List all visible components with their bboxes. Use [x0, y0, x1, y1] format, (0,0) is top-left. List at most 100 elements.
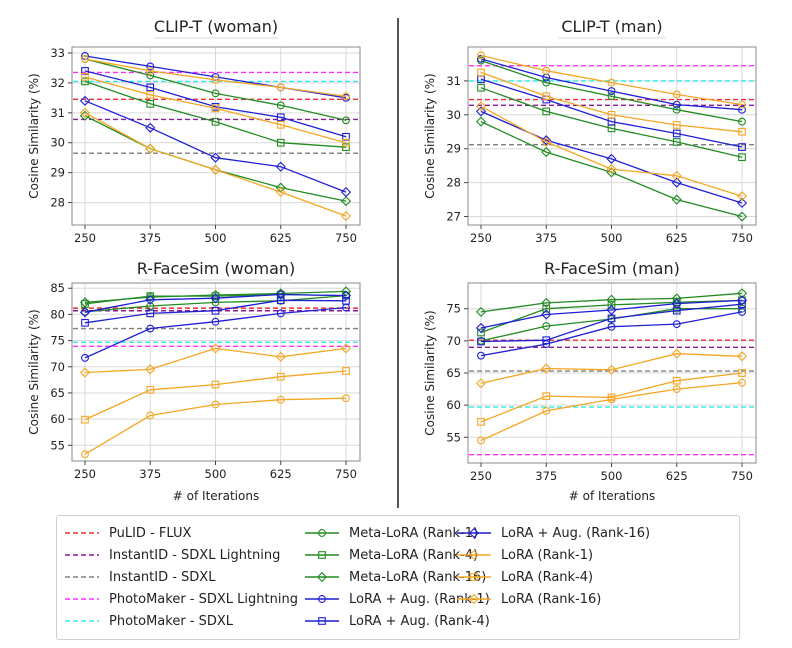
- data-point: [342, 138, 350, 147]
- data-point: [672, 121, 681, 129]
- chart-title: CLIP-T (man): [561, 17, 662, 36]
- legend-label: PhotoMaker - SDXL Lightning: [109, 591, 298, 607]
- series-lora-rank-16: [475, 101, 748, 202]
- series-lora-aug-rank-16: [79, 289, 352, 318]
- data-point: [79, 95, 91, 106]
- data-point: [146, 385, 155, 394]
- legend-item-meta-lora-rank-4: Meta-LoRA (Rank-4): [305, 545, 478, 565]
- legend-item-lora-aug-rank-16: LoRA + Aug. (Rank-16): [457, 523, 650, 543]
- data-point: [275, 289, 286, 300]
- data-point: [340, 187, 352, 198]
- data-point: [477, 337, 485, 346]
- data-point: [738, 369, 746, 377]
- figure: CLIP-T (woman) 28 29 30 31 32 33 250 375 500 625 75…: [27, 17, 757, 508]
- series-lora-rank-4: [477, 68, 746, 136]
- series-line: [480, 299, 743, 334]
- series-lora-rank-4: [477, 369, 746, 426]
- y-tick-label: 55: [446, 430, 461, 444]
- legend-label: LoRA + Aug. (Rank-4): [349, 613, 490, 629]
- y-axis-label: Cosine Similarity (%): [27, 309, 41, 434]
- data-point: [340, 343, 352, 354]
- data-point: [542, 304, 551, 313]
- series-line: [480, 372, 743, 423]
- data-point: [477, 418, 485, 426]
- legend-item-photomaker-sdxl: PhotoMaker - SDXL: [65, 611, 233, 631]
- data-point: [672, 376, 681, 385]
- y-tick-label: 65: [50, 386, 65, 400]
- data-point: [475, 322, 487, 334]
- data-point: [276, 113, 285, 122]
- data-point: [145, 364, 156, 375]
- x-tick-label: 500: [601, 231, 623, 245]
- data-point: [542, 78, 551, 87]
- legend-label: PhotoMaker - SDXL: [109, 613, 234, 629]
- data-point: [738, 378, 746, 387]
- data-point: [477, 436, 485, 445]
- series-line: [480, 381, 743, 442]
- data-point: [211, 117, 220, 126]
- data-point: [477, 351, 485, 360]
- legend-marker: [470, 551, 478, 559]
- y-axis-label: Cosine Similarity (%): [27, 73, 41, 198]
- legend-label: Meta-LoRA (Rank-4): [349, 547, 479, 563]
- data-point: [210, 343, 221, 354]
- data-point: [738, 105, 746, 114]
- dashed-line-icon: [65, 598, 99, 600]
- data-point: [671, 194, 682, 205]
- data-point: [342, 116, 350, 125]
- data-point: [607, 322, 616, 331]
- chart-title: CLIP-T (woman): [154, 17, 278, 36]
- data-point: [542, 336, 551, 345]
- data-point: [276, 138, 285, 147]
- square-marker-icon: [305, 617, 339, 625]
- y-tick-label: 70: [50, 360, 65, 374]
- data-point: [736, 197, 748, 209]
- series-meta-lora-rank-4: [477, 83, 746, 162]
- data-point: [541, 363, 552, 374]
- x-tick-label: 625: [270, 231, 292, 245]
- x-tick-label: 250: [74, 467, 96, 481]
- data-point: [210, 289, 221, 301]
- series-lora-rank-4: [81, 367, 350, 424]
- x-tick-label: 750: [335, 467, 357, 481]
- data-point: [81, 55, 89, 63]
- data-point: [211, 317, 220, 326]
- x-tick-label: 750: [731, 231, 753, 245]
- series-line: [480, 121, 743, 218]
- x-tick-label: 375: [535, 231, 557, 245]
- data-point: [606, 153, 617, 164]
- legend-item-instantid-sdxl: InstantID - SDXL: [65, 567, 215, 587]
- data-point: [275, 351, 286, 362]
- data-point: [79, 107, 91, 118]
- data-point: [210, 164, 221, 175]
- data-point: [738, 143, 746, 151]
- y-tick-label: 32: [50, 76, 65, 90]
- data-point: [477, 54, 485, 63]
- data-point: [541, 147, 552, 158]
- series-line: [84, 370, 347, 421]
- y-tick-label: 31: [446, 74, 461, 88]
- legend-item-lora-aug-rank-1: LoRA + Aug. (Rank-1): [305, 589, 490, 609]
- data-point: [671, 293, 682, 304]
- series-line: [480, 78, 743, 148]
- series-meta-lora-rank-4: [81, 77, 350, 152]
- legend-label: Meta-LoRA (Rank-16): [349, 569, 487, 585]
- legend-item-meta-lora-rank-16: Meta-LoRA (Rank-16): [305, 567, 486, 587]
- data-point: [671, 348, 682, 359]
- series-meta-lora-rank-16: [475, 288, 748, 318]
- series-lora-aug-rank-4: [81, 67, 350, 141]
- data-point: [736, 295, 748, 306]
- data-point: [276, 120, 285, 129]
- data-point: [606, 294, 617, 305]
- data-point: [671, 177, 682, 188]
- legend: PuLID - FLUX InstantID - SDXL Lightning In…: [56, 515, 740, 640]
- series-lora-rank-1: [81, 394, 350, 459]
- data-point: [606, 163, 617, 175]
- data-point: [672, 138, 681, 146]
- data-point: [81, 77, 89, 86]
- y-tick-label: 30: [50, 136, 65, 150]
- circle-marker-icon: [305, 529, 339, 537]
- legend-item-photomaker-sdxl-lightning: PhotoMaker - SDXL Lightning: [65, 589, 298, 609]
- legend-item-lora-rank-1: LoRA (Rank-1): [457, 545, 593, 565]
- data-point: [607, 87, 616, 96]
